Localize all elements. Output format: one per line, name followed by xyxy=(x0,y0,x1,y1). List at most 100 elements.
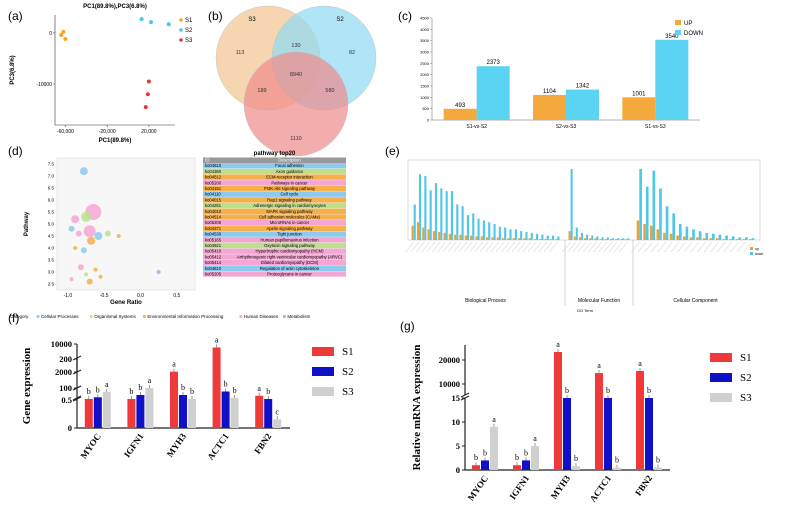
d-table-id: ko04151 xyxy=(205,186,222,191)
e-bar-down xyxy=(712,233,715,240)
e-bar-down xyxy=(731,236,735,240)
venn-region-value: 130 xyxy=(291,43,300,49)
d-table-desc: Human papillomavirus infection xyxy=(260,237,319,242)
d-table-id: ko05412 xyxy=(205,254,222,259)
e-bar-up xyxy=(742,239,746,240)
e-bar-down xyxy=(461,206,464,240)
legend-swatch xyxy=(312,347,334,356)
e-x-tick-mark xyxy=(614,241,623,253)
d-y-tick-label: 2.5 xyxy=(48,282,55,287)
e-x-tick-mark xyxy=(416,241,425,253)
e-bar-down xyxy=(725,235,728,240)
e-bar-down xyxy=(498,226,501,240)
d-table-id: ko04510 xyxy=(205,163,222,168)
e-bar-down xyxy=(466,215,470,240)
d-y-tick-label: 7.5 xyxy=(48,162,55,167)
c-bar-value: 1001 xyxy=(632,91,646,97)
e-bar-down xyxy=(450,191,454,240)
d-table-header-bg xyxy=(203,157,346,163)
significance-letter: b xyxy=(474,453,478,462)
d-table-row-bg xyxy=(203,202,346,209)
c-y-tick-label: 1000 xyxy=(420,95,430,100)
d-x-tick-label: -0.5 xyxy=(100,293,109,299)
e-x-tick-mark xyxy=(583,241,592,253)
d-y-label: Pathway xyxy=(24,211,30,236)
c-y-tick-label: 4000 xyxy=(420,27,430,32)
e-bar-up xyxy=(689,237,693,240)
x-tick-label: IGFN1 xyxy=(122,431,146,459)
venn-region-value: 1110 xyxy=(290,136,301,142)
bar-S3 xyxy=(613,467,621,470)
d-legend-swatch xyxy=(282,315,286,318)
e-x-tick-mark xyxy=(717,241,726,253)
d-table-id: ko04360 xyxy=(205,169,222,174)
y-tick-label: 15 xyxy=(452,393,461,403)
e-bar-down xyxy=(751,238,755,240)
e-plot-frame xyxy=(407,159,761,241)
d-legend-swatch xyxy=(89,315,93,318)
e-x-tick-mark xyxy=(527,241,537,253)
d-bubble xyxy=(77,264,84,271)
venn-region-value: 8940 xyxy=(290,72,302,78)
d-table-row-bg xyxy=(203,271,346,277)
bar-S2 xyxy=(136,395,145,428)
x-tick-label: FBN2 xyxy=(252,431,273,456)
significance-letter: b xyxy=(224,380,228,389)
e-bar-down xyxy=(692,229,695,240)
e-bar-up xyxy=(523,238,526,240)
e-x-tick-mark xyxy=(517,241,526,253)
legend-swatch xyxy=(710,373,732,382)
d-table-desc: Apelin signaling pathway xyxy=(266,226,313,231)
bar-S2 xyxy=(481,460,489,470)
d-table-id: ko04015 xyxy=(205,197,222,202)
d-table-row-bg xyxy=(203,220,346,226)
bar-S3 xyxy=(654,467,662,470)
pca-point-S3 xyxy=(145,92,150,97)
legend-label: S2 xyxy=(740,372,752,384)
d-table-row-bg xyxy=(203,180,346,186)
significance-letter: b xyxy=(565,386,569,395)
c-bar-value: 493 xyxy=(455,103,466,109)
e-x-tick-mark xyxy=(697,241,706,253)
c-bar-value: 2373 xyxy=(486,60,500,66)
e-bar-up xyxy=(604,239,607,240)
e-bar-down xyxy=(738,237,742,240)
y-tick-label: 10 xyxy=(452,417,461,427)
c-legend-label: UP xyxy=(684,21,692,27)
e-x-tick-mark xyxy=(538,241,547,253)
bar-S3 xyxy=(145,388,154,428)
y-tick-label: 2000 xyxy=(55,367,72,377)
e-bar-up xyxy=(475,236,478,240)
c-bar-UP xyxy=(622,97,656,120)
e-bar-up xyxy=(454,234,457,240)
panel-c-bar: 0 500 1000 1500 2000 2500 3000 3500 4000 4500 493 2… xyxy=(420,16,703,131)
legend-swatch xyxy=(710,353,732,362)
e-x-tick-mark xyxy=(567,241,576,253)
c-y-tick-label: 500 xyxy=(422,106,429,111)
d-table-id: ko04512 xyxy=(205,175,222,180)
e-bar-up xyxy=(584,238,587,240)
d-table-desc: Oxytocin signaling pathway xyxy=(264,243,316,248)
e-bar-up xyxy=(549,239,553,240)
e-bar-down xyxy=(617,238,620,240)
e-bar-down xyxy=(580,232,583,240)
d-legend-swatch xyxy=(239,315,243,318)
e-x-tick-mark xyxy=(464,241,473,253)
e-bar-down xyxy=(546,235,549,240)
e-bar-up xyxy=(448,233,451,240)
d-table-row-bg xyxy=(203,231,346,237)
d-table-id: ko04371 xyxy=(205,226,222,231)
e-x-tick-mark xyxy=(442,241,452,253)
d-table-row-bg xyxy=(203,191,346,197)
e-x-tick-mark xyxy=(677,241,686,253)
e-bar-up xyxy=(491,237,494,240)
e-bar-down xyxy=(530,232,533,240)
significance-letter: b xyxy=(190,387,194,396)
d-legend-label: Metabolism xyxy=(287,314,310,319)
bar-S1 xyxy=(513,465,521,470)
e-bar-up xyxy=(649,225,653,240)
d-table-row-bg xyxy=(203,225,346,232)
bar-S1 xyxy=(127,399,136,428)
e-bar-down xyxy=(627,238,630,240)
